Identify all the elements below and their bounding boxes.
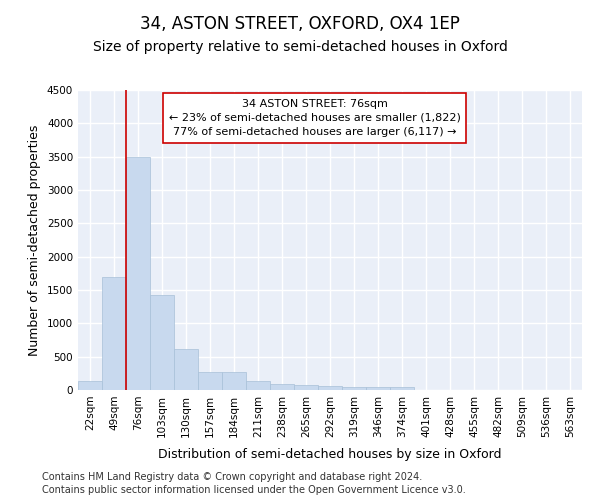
Y-axis label: Number of semi-detached properties: Number of semi-detached properties [28,124,41,356]
Bar [270,384,294,390]
Bar [246,382,270,390]
Bar [150,294,174,390]
Bar [78,382,102,390]
Text: 34, ASTON STREET, OXFORD, OX4 1EP: 34, ASTON STREET, OXFORD, OX4 1EP [140,15,460,33]
Bar [126,156,150,390]
X-axis label: Distribution of semi-detached houses by size in Oxford: Distribution of semi-detached houses by … [158,448,502,461]
Text: Contains HM Land Registry data © Crown copyright and database right 2024.: Contains HM Land Registry data © Crown c… [42,472,422,482]
Bar [174,348,198,390]
Bar [222,372,246,390]
Bar [102,276,126,390]
Bar [342,388,366,390]
Text: Contains public sector information licensed under the Open Government Licence v3: Contains public sector information licen… [42,485,466,495]
Bar [294,384,318,390]
Bar [390,386,414,390]
Bar [318,386,342,390]
Bar [198,372,222,390]
Text: Size of property relative to semi-detached houses in Oxford: Size of property relative to semi-detach… [92,40,508,54]
Text: 34 ASTON STREET: 76sqm
← 23% of semi-detached houses are smaller (1,822)
77% of : 34 ASTON STREET: 76sqm ← 23% of semi-det… [169,99,461,137]
Bar [366,388,390,390]
